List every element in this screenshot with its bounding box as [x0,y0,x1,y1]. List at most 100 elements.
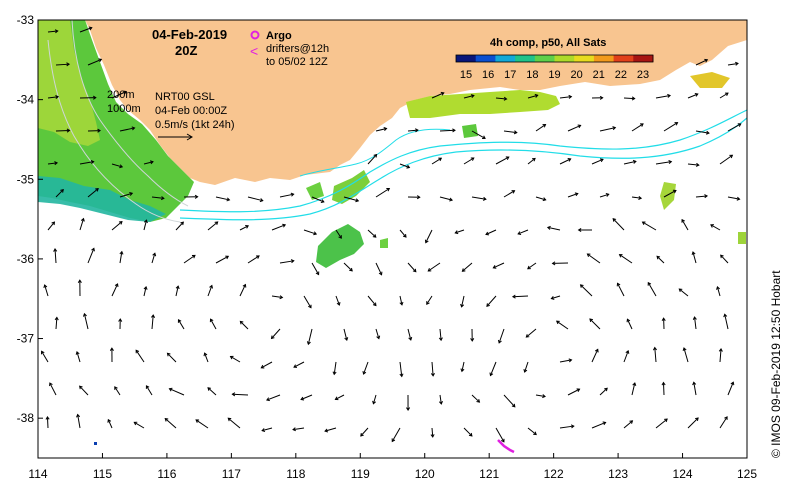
current-vector-head [470,338,475,342]
current-vector-head [261,428,266,433]
current-vector [612,218,625,231]
current-vector [439,394,442,405]
colorbar-tick-label: 17 [504,69,516,81]
current-vector-head [107,418,112,423]
current-vector [46,416,49,429]
current-vector [535,124,546,132]
current-vector-head [681,218,685,223]
colorbar-tick-label: 19 [548,69,560,81]
sst-patch-west-cool [38,176,166,222]
current-vector-head [313,231,318,236]
scale-arrow-icon [158,133,193,141]
current-vector [215,255,229,264]
current-vector-head [503,96,508,101]
current-vector-head [612,218,617,222]
current-vector [626,319,633,330]
current-vector [55,63,70,66]
current-vector [55,317,58,330]
current-vector-head [661,317,666,322]
current-vector-head [119,164,124,169]
current-vector-head [489,372,494,377]
current-vector [375,328,380,339]
current-vector-head [168,387,173,392]
isobath-200m [71,20,189,207]
current-vector [399,163,410,168]
current-vector [367,154,377,165]
current-vector [367,229,377,238]
current-vector-head [724,416,728,420]
current-vector [239,225,249,231]
current-vector-head [90,160,95,165]
current-vector [591,158,604,165]
current-vector-head [532,157,536,162]
current-vector [183,254,196,264]
current-vector-head [227,417,232,422]
current-vector [230,356,241,363]
current-vector [681,219,689,231]
current-vector [495,427,505,443]
current-vector-head [372,302,377,307]
current-vector-head [692,381,697,386]
current-vector-head [555,320,560,325]
current-vector-head [334,396,339,401]
current-vector-head [632,382,637,387]
current-vector-head [460,303,465,308]
current-vector [559,359,572,363]
current-vector [486,295,497,307]
current-vector-head [118,221,123,225]
colorbar-tick-label: 20 [571,69,583,81]
current-vector-head [616,282,621,287]
current-vector [503,190,515,198]
current-vector-head [513,130,518,135]
current-vector-head [51,221,56,226]
current-vector [44,284,49,297]
current-vector [83,313,89,330]
current-vector [239,321,249,330]
x-tick-label: 123 [608,467,628,481]
current-vector [399,295,403,305]
current-vector [375,127,387,132]
current-vector-head [399,301,404,306]
current-vector-head [386,187,391,192]
x-tick-label: 120 [415,467,435,481]
current-vector [391,427,401,442]
current-vector-head [438,401,443,405]
current-vector [547,226,561,231]
current-vector [719,154,733,165]
current-vector-head [724,92,729,97]
current-vector [719,416,728,429]
current-vector-head [424,239,429,244]
current-vector-head [256,255,260,259]
current-vector [495,156,510,165]
current-vector [527,158,536,165]
current-vector [111,283,119,297]
current-vector-head [362,371,367,375]
current-vector [111,221,123,231]
current-vector-head [527,265,531,270]
current-vector [455,229,465,234]
drifter-track [497,439,515,454]
argo-label: Argo [266,30,292,42]
current-vector [111,163,123,168]
current-vector-head [260,364,265,369]
sst-patch-small [462,124,478,138]
current-vector [247,196,263,202]
current-vector [134,421,145,429]
x-tick-label: 125 [737,467,757,481]
current-vector [678,288,689,297]
current-vector-head [631,96,636,101]
current-vector-head [194,194,199,199]
current-vector [164,418,177,429]
current-vector [425,229,433,243]
current-vector-head [482,196,487,201]
current-vector [503,394,516,408]
colorbar-swatches [456,55,654,62]
current-vector [114,386,121,396]
current-vector-head [98,58,103,63]
current-vector [524,361,529,373]
current-vector [493,262,505,269]
current-vector-head [180,221,184,226]
current-vector-head [568,358,573,363]
current-vector [617,283,625,297]
